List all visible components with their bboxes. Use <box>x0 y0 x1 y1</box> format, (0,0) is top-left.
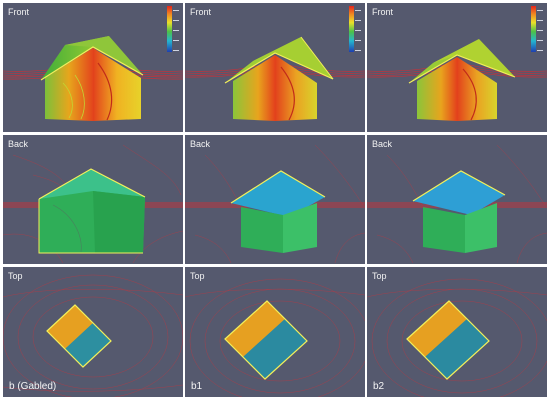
house-back-render <box>367 144 547 264</box>
house-front-render <box>3 36 183 121</box>
panel-b2-front: Front <box>367 3 547 132</box>
colorbar-ticks <box>173 6 182 52</box>
panel-b1-top: Top b1 <box>185 267 365 397</box>
panel-gabled-top: Top b (Gabled) <box>3 267 183 397</box>
panel-b1-back: Back <box>185 135 365 264</box>
colorbar <box>167 6 172 52</box>
view-label: Top <box>8 271 23 281</box>
panel-b1-front: Front <box>185 3 365 132</box>
house-back-render <box>3 144 183 264</box>
house-back-render <box>185 144 365 264</box>
panel-gabled-front: Front <box>3 3 183 132</box>
house-top-render <box>185 278 365 397</box>
pressure-comparison-figure: Front Front <box>3 3 547 397</box>
colorbar-ticks <box>537 6 546 52</box>
house-top-render <box>3 274 183 397</box>
colorbar-ticks <box>355 6 364 52</box>
view-label: Back <box>372 139 393 149</box>
panel-b2-back: Back <box>367 135 547 264</box>
case-label: b1 <box>191 381 203 392</box>
view-label: Top <box>372 271 387 281</box>
case-label: b (Gabled) <box>9 381 57 392</box>
panel-b2-top: Top b2 <box>367 267 547 397</box>
view-label: Top <box>190 271 205 281</box>
house-front-render <box>367 39 547 121</box>
panel-gabled-back: Back <box>3 135 183 264</box>
view-label: Back <box>8 139 29 149</box>
view-label: Front <box>372 7 394 17</box>
view-label: Front <box>8 7 30 17</box>
house-front-render <box>185 36 365 121</box>
house-top-render <box>367 278 547 397</box>
view-label: Front <box>190 7 212 17</box>
case-label: b2 <box>373 381 385 392</box>
colorbar <box>531 6 536 52</box>
view-label: Back <box>190 139 211 149</box>
colorbar <box>349 6 354 52</box>
